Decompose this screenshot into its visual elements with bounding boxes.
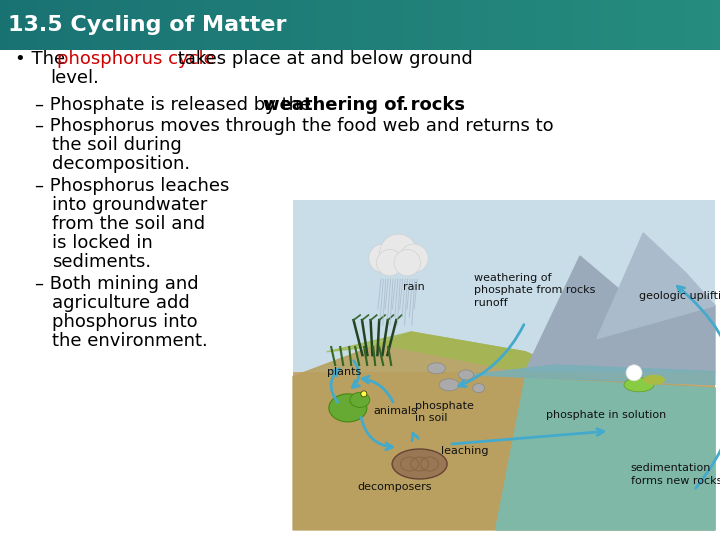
Text: is locked in: is locked in bbox=[52, 234, 153, 252]
Text: into groundwater: into groundwater bbox=[52, 197, 207, 214]
Polygon shape bbox=[327, 332, 567, 372]
Text: plants: plants bbox=[327, 367, 361, 377]
Text: phosphorus into: phosphorus into bbox=[52, 313, 197, 331]
Text: takes place at and below ground: takes place at and below ground bbox=[172, 50, 473, 68]
Text: geologic uplifting: geologic uplifting bbox=[639, 291, 720, 301]
Circle shape bbox=[626, 365, 642, 381]
Text: the environment.: the environment. bbox=[52, 332, 208, 350]
Text: rain: rain bbox=[403, 282, 426, 292]
Text: – Phosphorus leaches: – Phosphorus leaches bbox=[35, 177, 230, 195]
Circle shape bbox=[380, 234, 417, 272]
Text: • The: • The bbox=[15, 50, 71, 68]
Circle shape bbox=[361, 391, 367, 397]
Text: decomposition.: decomposition. bbox=[52, 156, 190, 173]
Circle shape bbox=[369, 244, 397, 273]
Text: phosphorus cycle: phosphorus cycle bbox=[57, 50, 215, 68]
Ellipse shape bbox=[439, 379, 459, 391]
Text: weathering of rocks: weathering of rocks bbox=[263, 96, 465, 113]
Polygon shape bbox=[495, 378, 715, 530]
Polygon shape bbox=[470, 365, 715, 385]
Ellipse shape bbox=[428, 363, 446, 374]
Text: phosphate in solution: phosphate in solution bbox=[546, 410, 667, 420]
Text: sedimentation
forms new rocks: sedimentation forms new rocks bbox=[631, 463, 720, 486]
Text: phosphate
in soil: phosphate in soil bbox=[415, 401, 474, 423]
Text: leaching: leaching bbox=[441, 446, 488, 456]
Text: agriculture add: agriculture add bbox=[52, 294, 190, 312]
Text: level.: level. bbox=[50, 69, 99, 87]
Circle shape bbox=[394, 249, 420, 276]
Text: weathering of
phosphate from rocks
runoff: weathering of phosphate from rocks runof… bbox=[474, 273, 596, 308]
Ellipse shape bbox=[473, 383, 485, 393]
Ellipse shape bbox=[643, 375, 665, 385]
Text: from the soil and: from the soil and bbox=[52, 215, 205, 233]
Ellipse shape bbox=[329, 394, 367, 422]
Circle shape bbox=[400, 244, 428, 273]
Ellipse shape bbox=[624, 378, 654, 392]
Text: 13.5 Cycling of Matter: 13.5 Cycling of Matter bbox=[8, 15, 287, 35]
Polygon shape bbox=[525, 256, 715, 372]
Ellipse shape bbox=[350, 393, 370, 407]
Polygon shape bbox=[293, 332, 715, 530]
Text: – Phosphate is released by the: – Phosphate is released by the bbox=[35, 96, 317, 113]
Text: – Both mining and: – Both mining and bbox=[35, 275, 199, 293]
Ellipse shape bbox=[392, 449, 447, 479]
Polygon shape bbox=[597, 233, 715, 339]
Bar bbox=[293, 372, 715, 530]
Text: decomposers: decomposers bbox=[357, 482, 431, 492]
Ellipse shape bbox=[459, 370, 474, 380]
Text: the soil during: the soil during bbox=[52, 137, 181, 154]
Bar bbox=[293, 200, 715, 372]
Text: animals: animals bbox=[373, 407, 417, 416]
Text: – Phosphorus moves through the food web and returns to: – Phosphorus moves through the food web … bbox=[35, 118, 554, 136]
Circle shape bbox=[377, 249, 403, 276]
Text: sediments.: sediments. bbox=[52, 253, 151, 271]
Text: .: . bbox=[401, 96, 408, 113]
